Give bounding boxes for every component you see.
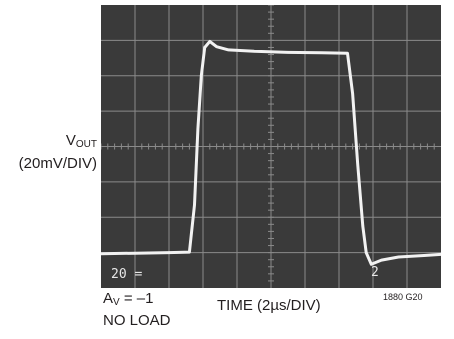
gain-value: = –1	[119, 290, 154, 307]
figure-id: 1880 G20	[383, 292, 423, 302]
gain-subscript: V	[113, 297, 120, 308]
time-scale-readout: 2	[371, 265, 379, 280]
gain-symbol: A	[103, 290, 114, 307]
y-axis-label: VOUT (20mV/DIV)	[0, 131, 97, 173]
oscilloscope-screen: 20 = 2	[101, 5, 441, 288]
channel-scale-readout: 20 =	[111, 267, 142, 282]
y-axis-label-scale: (20mV/DIV)	[18, 155, 97, 172]
y-axis-label-main: V	[65, 132, 76, 149]
test-conditions: AV = –1 NO LOAD	[103, 290, 171, 330]
y-axis-label-signal: VOUT	[0, 131, 97, 154]
vout-trace	[101, 39, 441, 266]
y-axis-label-subscript: OUT	[75, 139, 97, 150]
load-condition: NO LOAD	[103, 312, 171, 329]
gain-condition: AV = –1	[103, 290, 171, 312]
oscilloscope-plot: 20 = 2	[101, 5, 441, 288]
x-axis-label: TIME (2µs/DIV)	[217, 297, 321, 314]
